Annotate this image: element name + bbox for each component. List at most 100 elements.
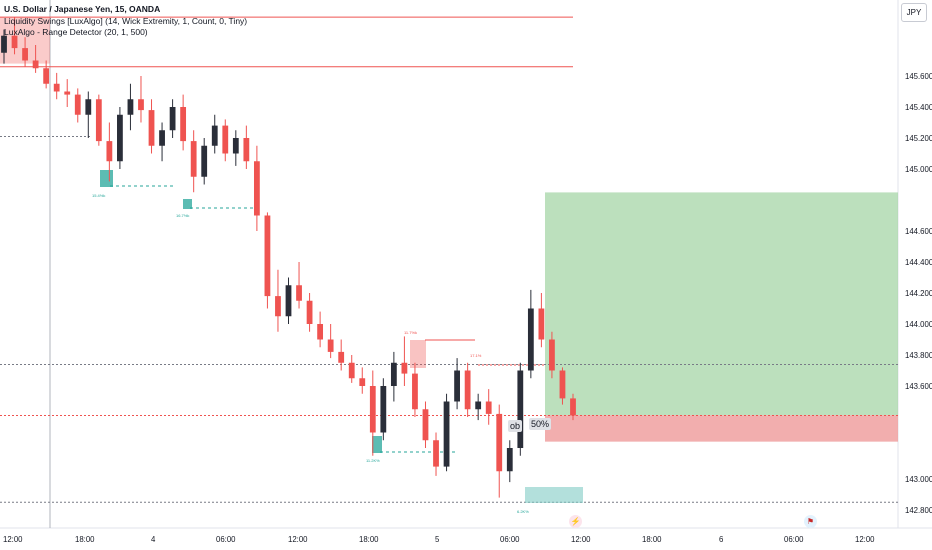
chart-legend: U.S. Dollar / Japanese Yen, 15, OANDA Li… [4,4,247,39]
candle-body [127,99,134,115]
candle-body [464,370,471,410]
time-tick: 6 [719,535,724,544]
time-tick: 06:00 [216,535,236,544]
last-price-tag: 143.411 [902,413,930,423]
candle-body [369,386,376,433]
candle-body [306,300,313,324]
profit-zone [545,192,898,416]
candle-body [296,285,302,301]
symbol-title[interactable]: U.S. Dollar / Japanese Yen, 15, OANDA [4,4,161,14]
time-tick: 12:00 [3,535,23,544]
swing-low-label: 6.2K% [517,509,529,514]
candle-body [475,401,482,410]
time-tick: 18:00 [642,535,662,544]
candle-body [180,107,187,142]
price-tick: 145.000 [905,165,932,174]
candle-body [527,308,534,371]
time-tick: 4 [151,535,156,544]
candle-body [275,296,281,317]
candle-body [327,339,334,352]
price-tag: 144.729 [902,208,930,218]
liquidity-zone [410,340,426,368]
swing-low-label: 15.4%k [92,193,106,198]
candle-body [222,125,229,154]
price-tag: 144.477 [902,247,930,257]
candle-body [285,285,292,317]
candle-body [390,362,397,386]
candle-body [380,386,387,433]
us-flag-icon[interactable]: ⚑ [804,515,817,528]
candle-body [43,68,50,84]
candle-body [338,351,345,363]
price-tag: 143.429 [902,402,930,412]
swing-low-label: 16.7%k [176,213,190,218]
price-tick: 143.600 [905,382,932,391]
candle-body [443,401,450,467]
price-tick: 142.800 [905,506,932,515]
price-tag: 144.730 [902,197,930,207]
candle-body [348,362,355,379]
price-tick: 145.200 [905,134,932,143]
candle-body [570,398,576,416]
candle-body [169,107,176,131]
candle-body [22,48,28,61]
candle-body [359,378,366,386]
price-tag: 144.849 [902,186,930,196]
time-tick: 12:00 [855,535,875,544]
candle-body [117,114,123,162]
price-tick: 144.600 [905,227,932,236]
candle-body [11,35,18,49]
price-tag: 145.813 [902,39,930,49]
bar-countdown: 03:21 [906,423,926,433]
indicator-liquidity-swings[interactable]: Liquidity Swings [LuxAlgo] (14, Wick Ext… [4,15,248,26]
candle-body [95,99,102,142]
currency-button[interactable]: JPY [901,3,927,22]
candle-body [485,401,492,414]
time-tick: 06:00 [784,535,804,544]
price-tick: 145.600 [905,72,932,81]
liquidity-zone [372,436,382,453]
candle-body [211,125,218,146]
candle-body [517,370,524,448]
candle-body [433,440,439,467]
candle-body [138,99,144,111]
price-tick: 143.000 [905,475,932,484]
candle-body [506,448,513,472]
candle-body [243,138,250,162]
time-tick: 12:00 [571,535,591,544]
swing-low-label: 11.2K% [366,458,380,463]
candle-body [1,35,7,53]
liquidity-zone [100,170,113,187]
price-tick: 144.000 [905,320,932,329]
candle-body [496,413,503,472]
candle-body [253,161,260,216]
swing-high-label: 17.1% [470,353,482,358]
candle-body [412,373,418,410]
candle-body [106,141,113,162]
candle-body [549,339,555,371]
lightning-icon[interactable]: ⚡ [569,515,582,528]
liquidity-zone [183,199,192,209]
candle-body [454,370,460,402]
indicator-range-detector[interactable]: LuxAlgo - Range Detector (20, 1, 500) [4,27,148,37]
price-tag: 143.241 [902,439,930,449]
time-tick: 5 [435,535,440,544]
candle-body [32,60,39,69]
time-tick: 18:00 [359,535,379,544]
candle-body [74,94,81,115]
candle-body [317,324,324,340]
candle-body [64,91,71,95]
price-tick: 144.200 [905,289,932,298]
candle-body [264,215,271,297]
time-tick: 12:00 [288,535,308,544]
candle-body [159,130,165,146]
candle-body [201,145,208,177]
candle-body [401,362,408,374]
order-block-label: ob [508,420,523,432]
candle-body [148,110,155,146]
liquidity-zone [525,487,583,503]
candle-body [190,141,197,177]
candle-body [422,409,429,441]
